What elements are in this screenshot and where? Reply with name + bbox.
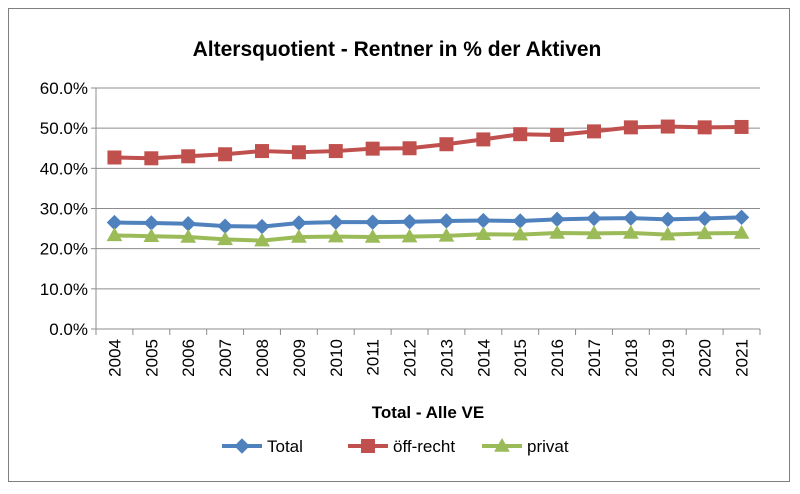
data-point-diamond [660, 211, 676, 228]
legend-label: öff-recht [393, 437, 455, 456]
data-point-diamond [623, 210, 639, 226]
data-point-triangle [217, 231, 233, 246]
y-tick-label: 0.0% [49, 320, 88, 339]
data-point-triangle [586, 225, 602, 240]
gridlines [96, 87, 760, 290]
data-point-triangle [143, 228, 160, 242]
x-tick-label: 2012 [401, 339, 420, 377]
y-tick-label: 20.0% [40, 240, 88, 259]
data-point-diamond [254, 218, 270, 235]
data-point-diamond [328, 214, 344, 230]
data-point-triangle [254, 232, 270, 247]
data-point-triangle [106, 227, 123, 242]
data-point-diamond [401, 214, 418, 230]
x-tick-label: 2006 [179, 339, 198, 377]
series-line-diamond [114, 215, 742, 229]
x-tick-label: 2007 [216, 339, 235, 377]
x-axis-title: Total - Alle VE [372, 403, 484, 422]
axes [95, 88, 760, 330]
y-tick-label: 60.0% [40, 79, 88, 98]
data-point-triangle [549, 224, 565, 239]
legend: Total öff-recht privat [222, 437, 569, 456]
data-point-square [587, 124, 601, 139]
data-point-square [181, 149, 196, 164]
data-point-diamond [733, 209, 750, 226]
chart-title: Altersquotient - Rentner in % der Aktive… [193, 38, 602, 61]
data-point-diamond [586, 210, 602, 227]
y-axis-ticks: 0.0% 10.0% 20.0% 30.0% 40.0% 50.0% 60.0% [40, 79, 96, 339]
data-point-square [623, 120, 638, 135]
data-point-triangle [327, 228, 344, 243]
data-point-square [734, 119, 749, 134]
legend-marker [494, 437, 510, 452]
data-point-triangle [512, 226, 529, 241]
x-axis-ticks: 2004 2005 2006 2007 2008 2009 2010 2011 2012 2013… [95, 329, 761, 377]
data-point-triangle [475, 226, 492, 240]
x-tick-label: 2011 [364, 339, 383, 376]
data-point-square [291, 145, 306, 160]
data-point-square [365, 141, 380, 156]
x-tick-label: 2005 [142, 339, 161, 377]
data-point-triangle [696, 225, 713, 240]
data-point-triangle [401, 228, 418, 243]
x-tick-label: 2016 [548, 339, 567, 377]
series-group [106, 119, 750, 247]
data-point-square [697, 120, 712, 135]
y-tick-label: 30.0% [40, 200, 88, 219]
x-tick-label: 2010 [327, 339, 346, 377]
data-point-square [402, 141, 417, 156]
data-point-triangle [659, 226, 676, 241]
data-point-square [439, 137, 454, 152]
data-point-triangle [438, 227, 455, 242]
y-tick-label: 40.0% [40, 159, 88, 178]
data-point-triangle [623, 224, 639, 239]
data-point-square [255, 144, 269, 159]
x-tick-label: 2018 [622, 339, 641, 377]
data-point-diamond [217, 218, 233, 234]
legend-label: Total [267, 437, 303, 456]
x-tick-label: 2019 [659, 339, 678, 377]
y-tick-label: 50.0% [40, 119, 88, 138]
x-tick-label: 2020 [696, 339, 715, 377]
series-line-triangle [114, 231, 742, 243]
data-point-square [550, 127, 565, 142]
x-tick-label: 2013 [437, 339, 456, 377]
x-tick-label: 2008 [253, 339, 272, 377]
data-point-diamond [549, 211, 565, 228]
legend-marker [361, 439, 375, 453]
data-point-triangle [733, 224, 750, 239]
data-point-square [107, 150, 122, 165]
legend-label: privat [527, 437, 569, 456]
data-point-diamond [364, 214, 381, 230]
data-point-square [328, 144, 343, 159]
x-tick-label: 2009 [290, 339, 309, 377]
data-point-triangle [291, 229, 307, 243]
x-tick-label: 2004 [105, 339, 124, 377]
series-line-square [114, 124, 742, 161]
x-tick-label: 2014 [474, 339, 493, 377]
data-point-triangle [180, 229, 197, 243]
data-point-diamond [512, 213, 528, 229]
data-point-diamond [143, 215, 160, 231]
data-point-square [513, 127, 528, 142]
x-tick-label: 2015 [511, 339, 530, 377]
legend-marker [234, 438, 250, 454]
data-point-diamond [475, 212, 492, 229]
data-point-diamond [696, 210, 713, 227]
data-point-diamond [438, 213, 455, 229]
data-point-square [660, 119, 675, 134]
data-point-diamond [180, 216, 196, 232]
data-point-diamond [291, 215, 307, 231]
x-tick-label: 2017 [585, 339, 604, 377]
chart-frame [8, 8, 790, 482]
y-tick-label: 10.0% [40, 280, 88, 299]
data-point-triangle [364, 229, 381, 243]
data-point-square [144, 151, 159, 166]
data-point-square [476, 132, 491, 147]
data-point-square [218, 147, 233, 162]
x-tick-label: 2021 [733, 339, 752, 377]
